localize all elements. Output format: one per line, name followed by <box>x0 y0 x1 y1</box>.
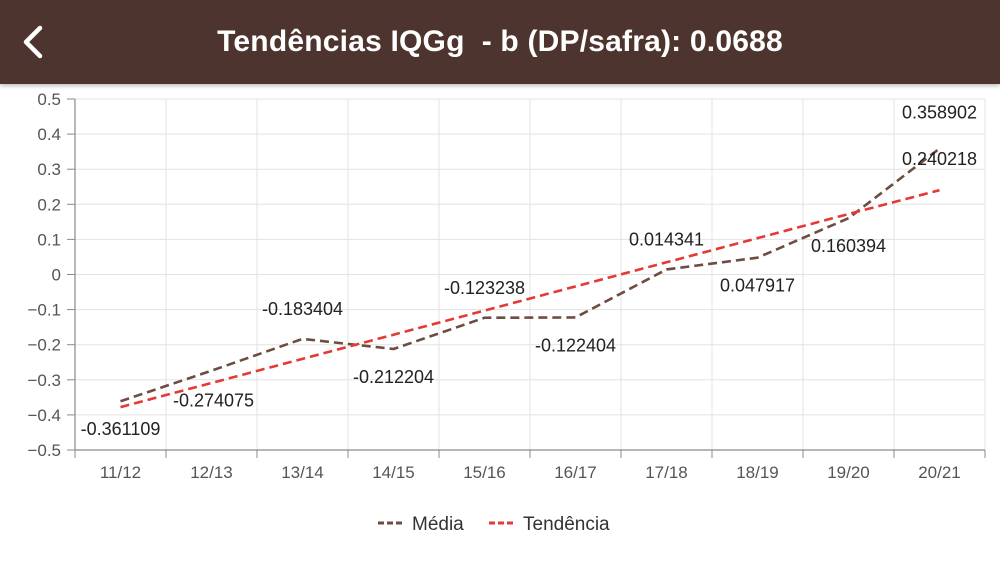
y-tick-label: −0.3 <box>27 371 61 390</box>
y-tick-label: −0.5 <box>27 441 61 460</box>
data-label: -0.361109 <box>81 419 161 439</box>
y-tick-label: 0.1 <box>37 230 61 249</box>
y-tick-label: −0.1 <box>27 301 61 320</box>
data-label: 0.358902 <box>902 103 977 123</box>
y-tick-label: −0.2 <box>27 336 61 355</box>
page-title: Tendências IQGg - b (DP/safra): 0.0688 <box>217 25 783 58</box>
legend-label: Tendência <box>523 514 610 535</box>
y-tick-label: 0 <box>52 266 61 285</box>
x-tick-label: 13/14 <box>281 463 324 482</box>
x-tick-label: 19/20 <box>827 463 870 482</box>
data-label: -0.274075 <box>173 391 254 411</box>
line-chart: −0.5 −0.4 −0.3 −0.2 −0.1 0 0.1 0.2 0.3 0.4 0.5 11/1… <box>27 90 986 535</box>
x-tick-label: 15/16 <box>463 463 506 482</box>
x-tick-label: 11/12 <box>100 463 141 482</box>
y-tick-label: 0.3 <box>37 160 61 179</box>
trend-data-label: 0.240218 <box>902 149 977 169</box>
back-button[interactable] <box>14 22 54 62</box>
series-line-tendencia <box>120 188 940 409</box>
x-tick-label: 18/19 <box>736 463 779 482</box>
data-label: 0.014341 <box>629 229 704 249</box>
x-tick-label: 20/21 <box>918 463 961 482</box>
data-label: -0.183404 <box>262 299 343 319</box>
data-label: -0.123238 <box>444 278 525 298</box>
data-label: 0.047917 <box>720 276 795 296</box>
series-line-media <box>120 147 941 403</box>
data-label: -0.212204 <box>353 367 434 387</box>
data-label: -0.122404 <box>535 335 616 355</box>
x-tick-label: 16/17 <box>554 463 597 482</box>
y-tick-label: 0.5 <box>37 90 61 109</box>
y-tick-label: −0.4 <box>27 406 61 425</box>
x-tick-label: 14/15 <box>372 463 415 482</box>
y-tick-label: 0.2 <box>37 195 61 214</box>
x-tick-label: 17/18 <box>645 463 688 482</box>
legend-label: Média <box>412 514 464 535</box>
x-tick-label: 12/13 <box>190 463 233 482</box>
y-tick-label: 0.4 <box>37 125 61 144</box>
app-bar: Tendências IQGg - b (DP/safra): 0.0688 <box>0 0 1000 84</box>
chevron-left-icon <box>23 25 43 59</box>
data-label: 0.160394 <box>811 236 886 256</box>
